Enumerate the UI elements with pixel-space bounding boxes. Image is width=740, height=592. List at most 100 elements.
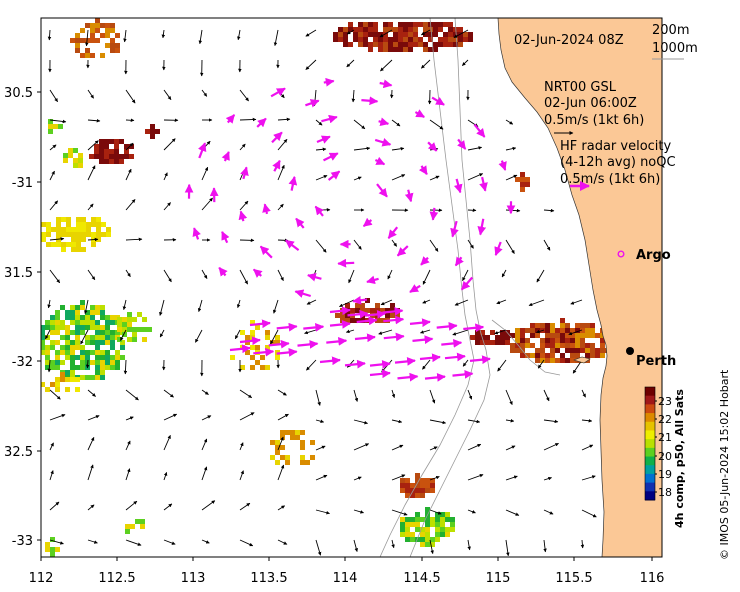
gsl-arrow [462, 359, 469, 367]
sst-pixel [435, 522, 440, 527]
sst-pixel [408, 42, 413, 47]
sst-pixel [115, 48, 120, 53]
sst-pixel [575, 348, 580, 353]
sst-pixel [150, 134, 155, 139]
gsl-arrow [315, 419, 325, 423]
gsl-arrow [505, 475, 518, 481]
sst-pixel [100, 23, 105, 28]
sst-pixel [76, 222, 81, 227]
sst-pixel [580, 323, 585, 328]
sst-pixel [90, 23, 95, 28]
sst-pixel [60, 360, 65, 365]
sst-pixel [410, 532, 415, 537]
sst-pixel [440, 512, 445, 517]
sst-pixel [61, 227, 66, 232]
sst-pixel [565, 358, 570, 363]
sst-pixel [400, 522, 405, 527]
hf-title: HF radar velocity [560, 139, 672, 154]
gsl-arrow [277, 164, 285, 181]
gsl-arrow [353, 146, 371, 151]
sst-pixel [530, 343, 535, 348]
gsl-arrow [378, 329, 393, 335]
gsl-arrow [304, 329, 317, 335]
sst-pixel [60, 335, 65, 340]
sst-pixel [448, 32, 453, 37]
hf-arrow [285, 239, 300, 251]
sst-pixel [50, 325, 55, 330]
sst-pixel [445, 532, 450, 537]
sst-pixel [590, 348, 595, 353]
sst-pixel [110, 38, 115, 43]
sst-pixel [525, 177, 530, 182]
sst-pixel [440, 522, 445, 527]
sst-pixel [550, 338, 555, 343]
sst-pixel [388, 42, 393, 47]
sst-pixel [61, 247, 66, 252]
gsl-arrow [49, 501, 60, 511]
sst-pixel [590, 343, 595, 348]
sst-pixel [275, 335, 280, 340]
sst-pixel [368, 32, 373, 37]
gsl-arrow [87, 269, 96, 281]
sst-pixel [109, 154, 114, 159]
sst-pixel [348, 42, 353, 47]
sst-pixel [55, 315, 60, 320]
colorbar-swatch [645, 447, 655, 458]
gsl-title: NRT00 GSL [544, 80, 617, 95]
sst-pixel [530, 328, 535, 333]
sst-pixel [430, 517, 435, 522]
gsl-arrow [87, 436, 95, 451]
sst-pixel [101, 222, 106, 227]
sst-pixel [70, 305, 75, 310]
sst-pixel [600, 333, 605, 338]
sst-pixel [80, 28, 85, 33]
sst-pixel [388, 22, 393, 27]
sst-pixel [415, 493, 420, 498]
sst-pixel [425, 488, 430, 493]
sst-pixel [91, 217, 96, 222]
hf-arrow [321, 114, 338, 124]
gsl-arrow [467, 173, 484, 181]
sst-pixel [390, 313, 395, 318]
sst-pixel [525, 182, 530, 187]
hf-arrow [272, 159, 281, 172]
sst-pixel [95, 340, 100, 345]
perth-label: Perth [636, 354, 676, 369]
sst-pixel [490, 340, 495, 345]
sst-pixel [515, 328, 520, 333]
sst-pixel [480, 330, 485, 335]
sst-pixel [580, 338, 585, 343]
sst-pixel [127, 327, 132, 332]
sst-pixel [510, 348, 515, 353]
sst-pixel [358, 32, 363, 37]
colorbar-swatch [645, 387, 655, 397]
gsl-arrow [306, 299, 317, 305]
sst-pixel [405, 517, 410, 522]
hf-arrow [218, 267, 228, 277]
sst-pixel [448, 42, 453, 47]
sst-pixel [50, 320, 55, 325]
sst-pixel [60, 325, 65, 330]
sst-pixel [600, 348, 605, 353]
sst-pixel [115, 33, 120, 38]
hf-arrow [387, 226, 399, 239]
sst-pixel [370, 308, 375, 313]
gsl-arrow [237, 29, 241, 41]
sst-pixel [398, 42, 403, 47]
sst-pixel [115, 355, 120, 360]
gsl-arrow [159, 329, 165, 338]
imos-credit: © IMOS 05-Jun-2024 15:02 Hobart [718, 369, 731, 560]
sst-pixel [95, 370, 100, 375]
sst-pixel [85, 355, 90, 360]
sst-pixel [58, 124, 63, 129]
sst-pixel [99, 159, 104, 164]
sst-pixel [250, 320, 255, 325]
sst-pixel [91, 232, 96, 237]
sst-pixel [55, 547, 60, 552]
gsl-arrow [239, 117, 257, 122]
sst-pixel [60, 345, 65, 350]
sst-pixel [70, 350, 75, 355]
plot-frame [40, 17, 663, 558]
colorbar-swatch [645, 456, 655, 466]
sst-pixel [535, 358, 540, 363]
